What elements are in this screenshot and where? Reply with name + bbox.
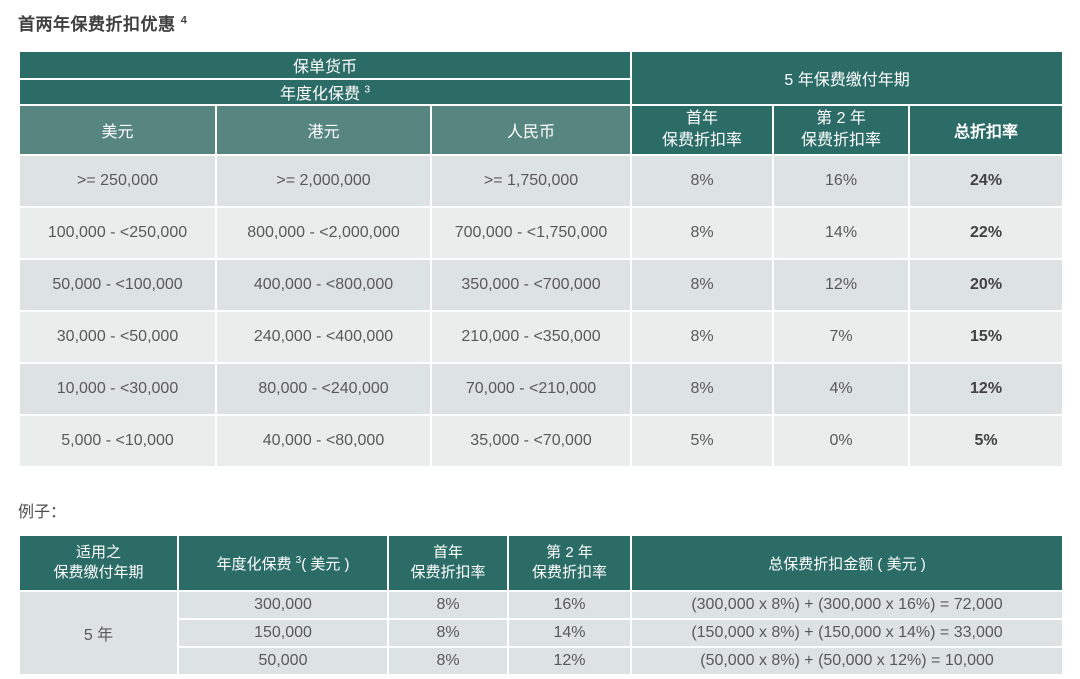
usd-range-cell: 30,000 - <50,000 bbox=[18, 310, 217, 364]
table-row: 100,000 - <250,000 800,000 - <2,000,000 … bbox=[18, 206, 1065, 260]
usd-range-cell: 5,000 - <10,000 bbox=[18, 414, 217, 468]
second-year-discount-cell: 0% bbox=[772, 414, 911, 468]
footnote-marker-3: 3 bbox=[295, 554, 302, 566]
second-year-line2: 保费折扣率 bbox=[531, 564, 607, 581]
column-header-first-year-discount: 首年 保费折扣率 bbox=[630, 104, 775, 156]
first-year-discount-cell: 8% bbox=[387, 590, 509, 620]
second-year-discount-cell: 16% bbox=[507, 590, 632, 620]
table-row: 30,000 - <50,000 240,000 - <400,000 210,… bbox=[18, 310, 1065, 364]
footnote-marker-3: 3 bbox=[364, 84, 371, 96]
second-year-discount-cell: 12% bbox=[772, 258, 911, 312]
page-title-text: 首两年保费折扣优惠 bbox=[18, 15, 176, 34]
premium-currency-suffix: ( 美元 ) bbox=[301, 555, 350, 573]
premium-cell: 150,000 bbox=[177, 618, 389, 648]
cny-range-cell: 350,000 - <700,000 bbox=[429, 258, 633, 312]
premium-label: 年度化保费 bbox=[216, 555, 292, 573]
example-section-label: 例子： bbox=[18, 504, 67, 521]
footnote-marker-4: 4 bbox=[180, 14, 188, 27]
column-header-usd: 美元 bbox=[18, 104, 217, 156]
cny-range-cell: 700,000 - <1,750,000 bbox=[429, 206, 633, 260]
total-discount-cell: 15% bbox=[908, 310, 1065, 364]
total-discount-cell: 12% bbox=[908, 362, 1065, 416]
discount-formula-cell: (300,000 x 8%) + (300,000 x 16%) = 72,00… bbox=[630, 590, 1064, 620]
policy-currency-header: 保单货币 bbox=[17, 50, 633, 80]
first-year-discount-cell: 8% bbox=[630, 362, 775, 416]
first-year-line2: 保费折扣率 bbox=[410, 564, 486, 581]
second-year-discount-cell: 4% bbox=[772, 362, 911, 416]
column-header-hkd: 港元 bbox=[215, 104, 432, 156]
cny-range-cell: 35,000 - <70,000 bbox=[429, 414, 633, 468]
table-row: 50,000 - <100,000 400,000 - <800,000 350… bbox=[18, 258, 1065, 312]
discount-formula-cell: (50,000 x 8%) + (50,000 x 12%) = 10,000 bbox=[630, 646, 1064, 676]
column-header-total-discount: 总折扣率 bbox=[908, 104, 1065, 156]
first-year-discount-cell: 5% bbox=[630, 414, 775, 468]
first-year-discount-cell: 8% bbox=[630, 310, 775, 364]
hkd-range-cell: 400,000 - <800,000 bbox=[215, 258, 432, 312]
total-discount-cell: 22% bbox=[908, 206, 1065, 260]
usd-range-cell: >= 250,000 bbox=[18, 154, 217, 208]
cny-range-cell: >= 1,750,000 bbox=[429, 154, 633, 208]
first-year-line1: 首年 bbox=[432, 543, 463, 561]
total-discount-cell: 24% bbox=[908, 154, 1065, 208]
cny-range-cell: 210,000 - <350,000 bbox=[429, 310, 633, 364]
payment-term-value-cell: 5 年 bbox=[18, 590, 179, 676]
second-year-discount-cell: 14% bbox=[507, 618, 632, 648]
payment-term-header: 5 年保费缴付年期 bbox=[630, 50, 1065, 106]
column-header-second-year-discount: 第 2 年 保费折扣率 bbox=[507, 534, 632, 592]
second-year-line1: 第 2 年 bbox=[546, 543, 593, 561]
cny-range-cell: 70,000 - <210,000 bbox=[429, 362, 633, 416]
second-year-line1: 第 2 年 bbox=[816, 110, 866, 128]
example-calculation-table: 适用之 保费缴付年期 年度化保费 3( 美元 ) 首年 保费折扣率 第 2 年 … bbox=[18, 534, 1064, 676]
first-year-discount-cell: 8% bbox=[630, 154, 775, 208]
premium-discount-table: 保单货币 5 年保费缴付年期 年度化保费 3 美元 港元 人民币 首年 保费折扣… bbox=[17, 50, 1065, 468]
annualized-premium-header: 年度化保费 3 bbox=[17, 78, 633, 106]
column-header-annualized-premium: 年度化保费 3( 美元 ) bbox=[177, 534, 389, 592]
hkd-range-cell: 80,000 - <240,000 bbox=[215, 362, 432, 416]
first-year-line1: 首年 bbox=[686, 110, 719, 128]
second-year-discount-cell: 12% bbox=[507, 646, 632, 676]
column-header-cny: 人民币 bbox=[429, 104, 633, 156]
page-title: 首两年保费折扣优惠 4 bbox=[18, 10, 1080, 35]
table-row: 5 年 300,000 8% 16% (300,000 x 8%) + (300… bbox=[18, 590, 1064, 676]
first-year-discount-cell: 8% bbox=[387, 618, 509, 648]
column-header-payment-term: 适用之 保费缴付年期 bbox=[18, 534, 179, 592]
usd-range-cell: 50,000 - <100,000 bbox=[18, 258, 217, 312]
second-year-discount-cell: 14% bbox=[772, 206, 911, 260]
hkd-range-cell: 800,000 - <2,000,000 bbox=[215, 206, 432, 260]
annualized-premium-label: 年度化保费 bbox=[280, 86, 361, 103]
total-discount-cell: 20% bbox=[908, 258, 1065, 312]
first-year-discount-cell: 8% bbox=[630, 258, 775, 312]
second-year-discount-cell: 16% bbox=[772, 154, 911, 208]
second-year-discount-cell: 7% bbox=[772, 310, 911, 364]
column-header-second-year-discount: 第 2 年 保费折扣率 bbox=[772, 104, 911, 156]
second-year-line2: 保费折扣率 bbox=[801, 132, 882, 149]
table-row: 5,000 - <10,000 40,000 - <80,000 35,000 … bbox=[18, 414, 1065, 468]
premium-cell: 300,000 bbox=[177, 590, 389, 620]
discount-formula-cell: (150,000 x 8%) + (150,000 x 14%) = 33,00… bbox=[630, 618, 1064, 648]
column-header-first-year-discount: 首年 保费折扣率 bbox=[387, 534, 509, 592]
hkd-range-cell: 240,000 - <400,000 bbox=[215, 310, 432, 364]
table-row: 10,000 - <30,000 80,000 - <240,000 70,00… bbox=[18, 362, 1065, 416]
total-discount-cell: 5% bbox=[908, 414, 1065, 468]
table-row: >= 250,000 >= 2,000,000 >= 1,750,000 8% … bbox=[18, 154, 1065, 208]
table-row: 50,000 8% 12% (50,000 x 8%) + (50,000 x … bbox=[19, 646, 1064, 676]
table-row: 150,000 8% 14% (150,000 x 8%) + (150,000… bbox=[19, 618, 1064, 648]
column-header-total-discount-amount: 总保费折扣金额 ( 美元 ) bbox=[630, 534, 1064, 592]
hkd-range-cell: >= 2,000,000 bbox=[215, 154, 432, 208]
payment-term-line1: 适用之 bbox=[75, 543, 121, 561]
hkd-range-cell: 40,000 - <80,000 bbox=[215, 414, 432, 468]
usd-range-cell: 100,000 - <250,000 bbox=[18, 206, 217, 260]
usd-range-cell: 10,000 - <30,000 bbox=[18, 362, 217, 416]
premium-cell: 50,000 bbox=[177, 646, 389, 676]
payment-term-line2: 保费缴付年期 bbox=[53, 564, 144, 581]
first-year-discount-cell: 8% bbox=[387, 646, 509, 676]
first-year-line2: 保费折扣率 bbox=[662, 132, 743, 149]
first-year-discount-cell: 8% bbox=[630, 206, 775, 260]
